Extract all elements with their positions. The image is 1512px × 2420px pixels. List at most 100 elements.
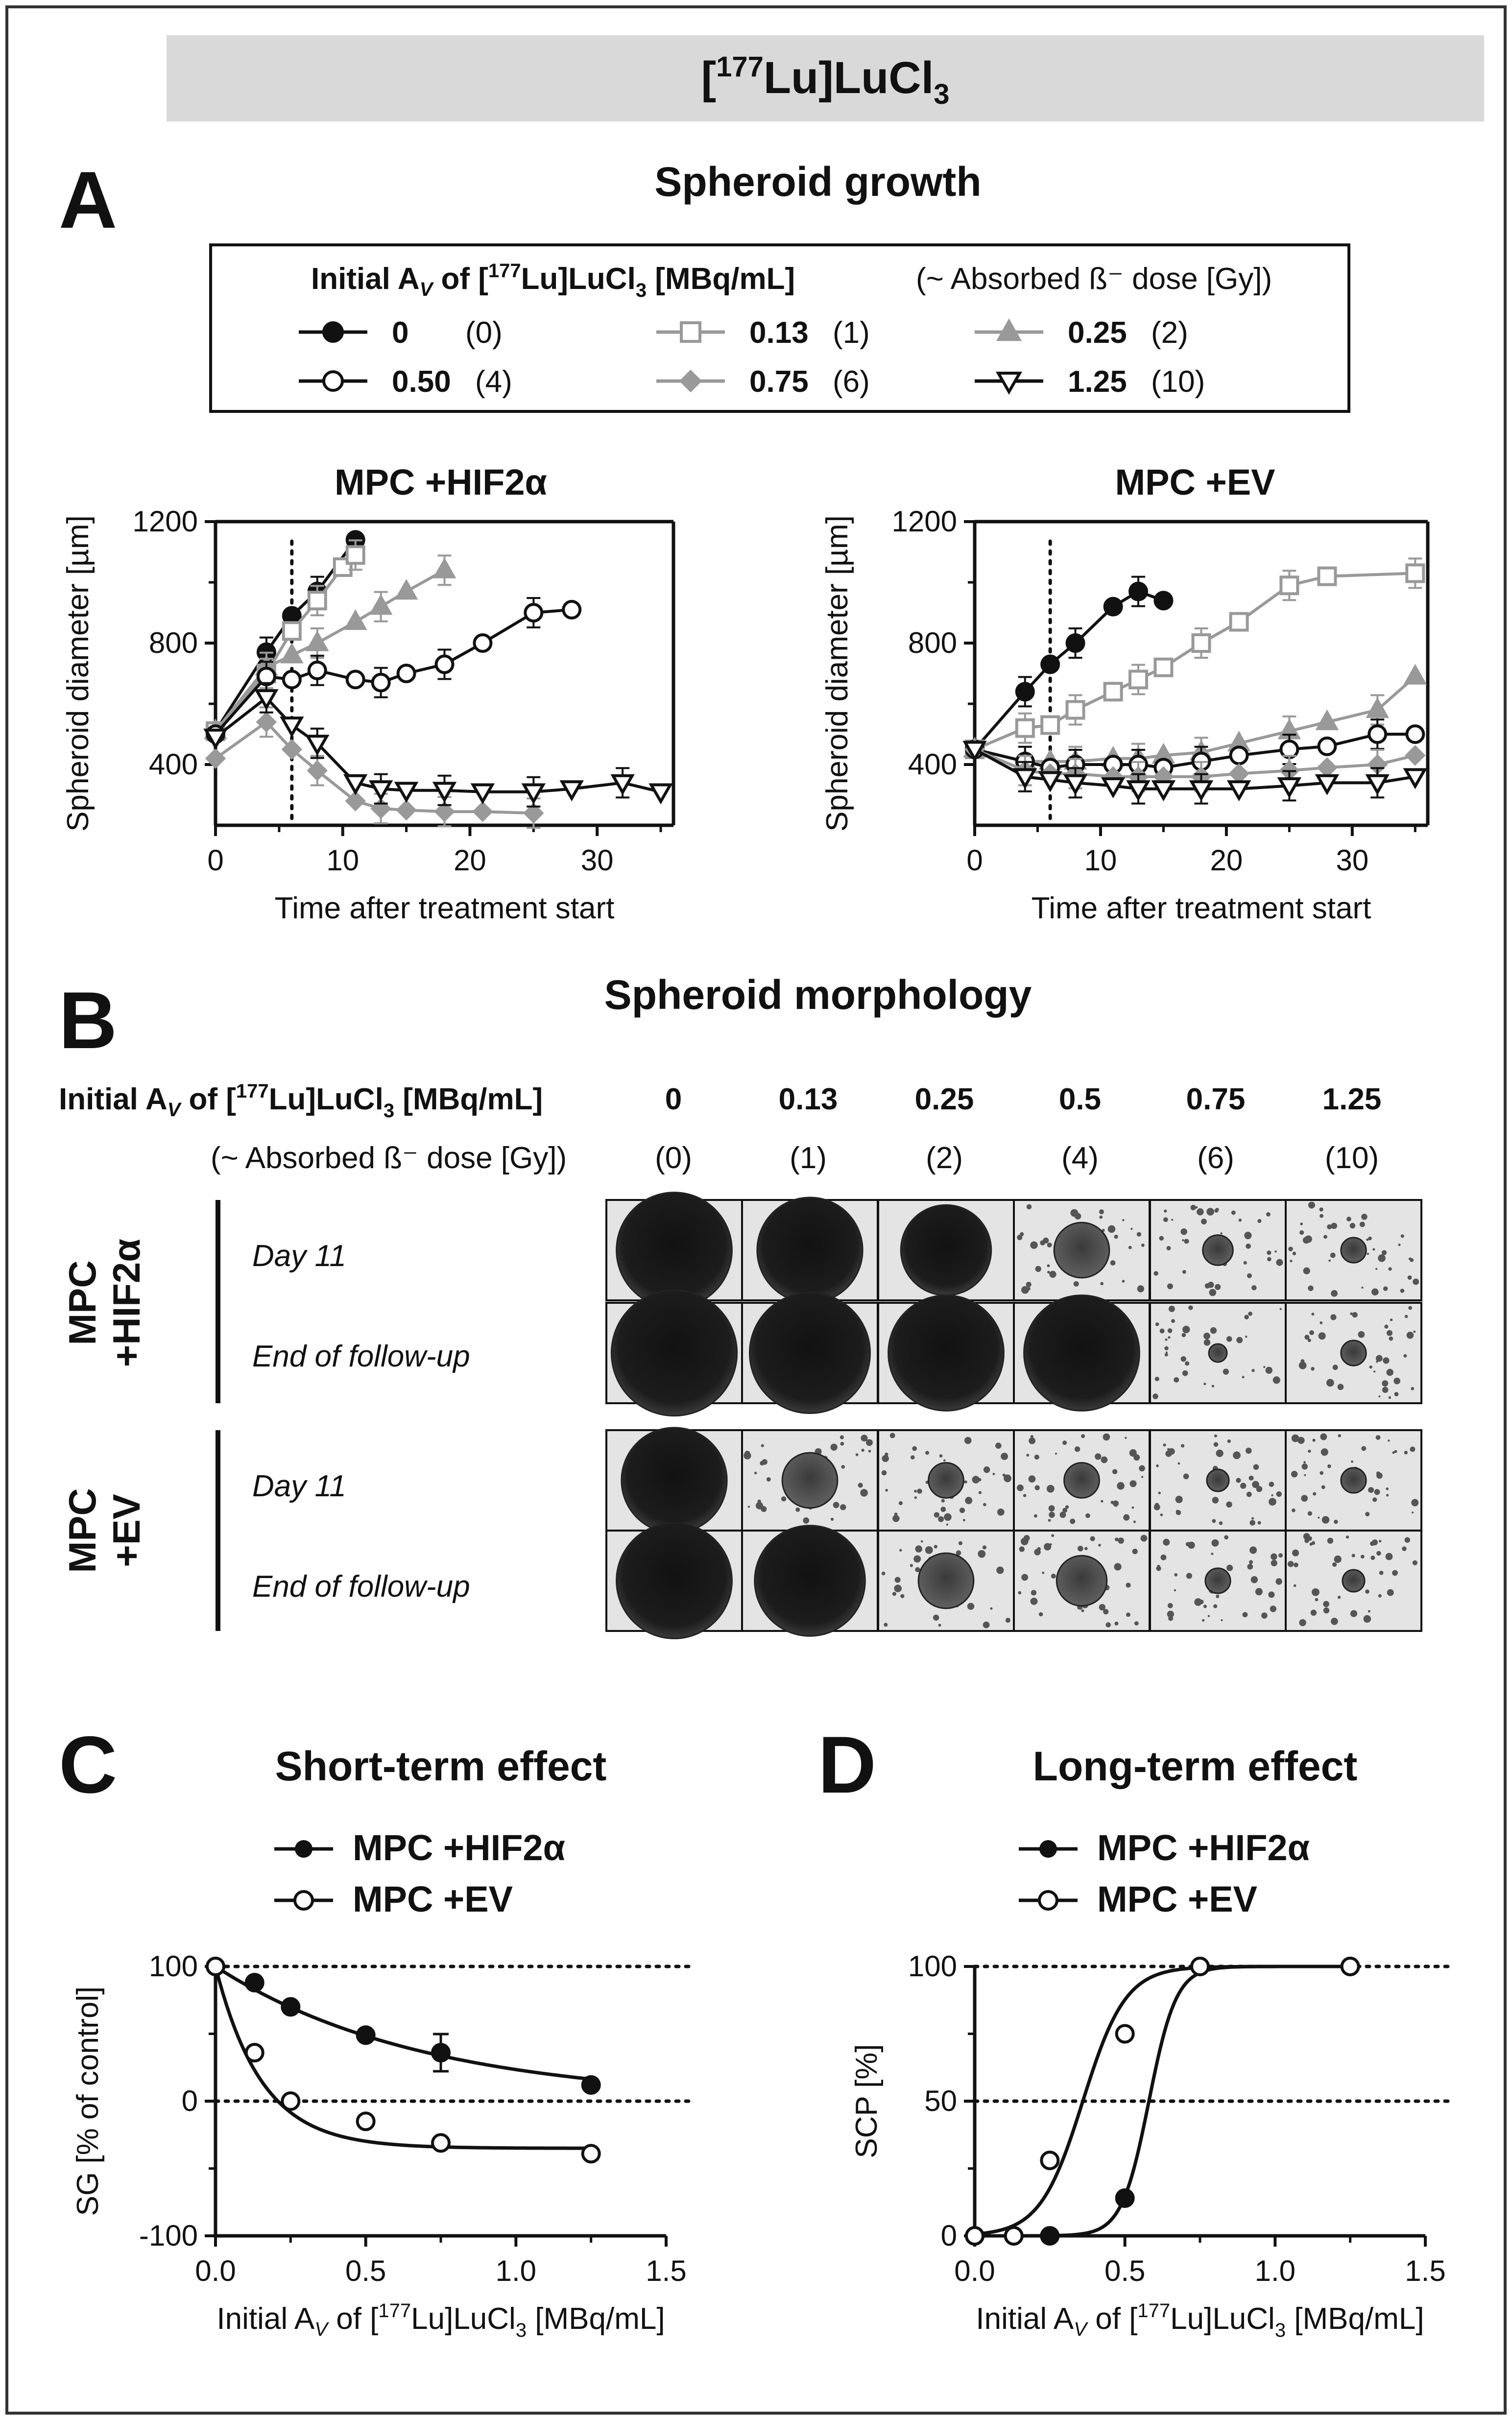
debris — [1378, 1254, 1386, 1262]
debris — [1156, 1464, 1159, 1467]
point-0-13-4 — [1103, 682, 1123, 702]
debris — [1307, 1339, 1311, 1342]
legend-title: Initial AV of [177Lu]LuCl3 [MBq/mL] — [311, 260, 795, 301]
debris — [1331, 1618, 1338, 1625]
debris — [1047, 1242, 1052, 1248]
activity-col-0: 0 — [665, 1082, 682, 1116]
debris — [1141, 1244, 1145, 1247]
point-0-13-1 — [1015, 718, 1035, 738]
debris — [1246, 1491, 1252, 1497]
debris — [1248, 1311, 1252, 1316]
x-tick-label: 30 — [1336, 844, 1368, 877]
point-1-25-8 — [470, 783, 495, 805]
debris — [1252, 1481, 1259, 1488]
point-mpc-ev-3 — [1115, 2024, 1135, 2044]
debris — [1350, 1610, 1358, 1617]
debris — [889, 1433, 895, 1438]
x-tick-label: 0 — [966, 844, 983, 877]
debris — [1224, 1535, 1228, 1540]
point-mpc-ev-0 — [965, 2226, 984, 2246]
debris — [1378, 1594, 1382, 1598]
debris — [1163, 1217, 1168, 1222]
micrograph-r2-c0 — [605, 1427, 743, 1534]
debris — [1085, 1513, 1090, 1518]
debris — [925, 1546, 933, 1554]
spheroid — [1056, 1555, 1108, 1607]
debris — [1197, 1208, 1204, 1216]
debris — [1352, 1312, 1358, 1318]
spheroid — [781, 1452, 839, 1509]
debris — [1406, 1331, 1414, 1339]
debris — [1019, 1546, 1025, 1552]
debris — [958, 1541, 963, 1545]
spheroid — [1053, 1222, 1110, 1279]
debris — [1202, 1619, 1205, 1622]
debris — [1379, 1539, 1382, 1543]
debris — [840, 1435, 844, 1439]
point-0-50-9 — [524, 603, 544, 623]
debris — [1034, 1485, 1040, 1490]
panel-d-legend: MPC +HIF2α MPC +EV — [1019, 1827, 1310, 1919]
legend-marker-hif — [295, 1840, 312, 1858]
debris — [1181, 1333, 1186, 1338]
point-0-13-3 — [307, 591, 327, 611]
debris — [1203, 1332, 1210, 1340]
debris — [755, 1502, 764, 1510]
debris — [1103, 1433, 1110, 1441]
legend-value-0-13: 0.13 — [749, 316, 809, 350]
debris — [1301, 1495, 1308, 1502]
debris — [1310, 1609, 1317, 1616]
row-label-hif-end: End of follow-up — [252, 1340, 470, 1373]
debris — [858, 1483, 863, 1488]
legend-marker-0-50 — [322, 370, 344, 392]
spheroid — [917, 1552, 975, 1609]
y-tick-label: 0 — [182, 2085, 198, 2117]
debris — [940, 1507, 946, 1512]
debris — [1026, 1282, 1032, 1288]
point-1-25-11 — [1365, 774, 1390, 795]
debris — [1320, 1214, 1324, 1218]
debris — [1309, 1330, 1314, 1335]
debris — [1278, 1263, 1281, 1266]
debris — [1062, 1508, 1068, 1513]
debris — [1034, 1549, 1041, 1556]
debris — [1155, 1322, 1159, 1326]
spheroid — [888, 1294, 1005, 1412]
debris — [1123, 1514, 1130, 1521]
debris — [1038, 1612, 1043, 1617]
point-0-50-8 — [473, 633, 493, 653]
debris — [1242, 1376, 1245, 1379]
debris — [1017, 1484, 1024, 1491]
spheroid — [610, 1289, 738, 1417]
debris — [766, 1477, 771, 1482]
debris — [1311, 1541, 1316, 1545]
debris — [1244, 1315, 1249, 1319]
point-mpc-hif2-4 — [431, 2043, 451, 2062]
point-0-50-3 — [307, 660, 327, 680]
debris — [1263, 1366, 1266, 1368]
debris — [1291, 1434, 1299, 1442]
point-0-50-10 — [562, 599, 582, 620]
y-tick-label: 0 — [941, 2219, 957, 2252]
debris — [754, 1471, 757, 1475]
debris — [1249, 1560, 1253, 1564]
debris — [1163, 1443, 1166, 1447]
debris — [1374, 1489, 1380, 1495]
debris — [1411, 1499, 1419, 1507]
x-tick-label: 1.0 — [1255, 2254, 1296, 2287]
debris — [1270, 1605, 1277, 1612]
debris — [1287, 1560, 1294, 1567]
debris — [964, 1480, 967, 1484]
debris — [1323, 1607, 1330, 1614]
debris — [1349, 1222, 1356, 1229]
debris — [1165, 1351, 1168, 1354]
debris — [1180, 1444, 1185, 1448]
debris — [1299, 1619, 1306, 1627]
debris — [915, 1567, 920, 1573]
point-1-25-7 — [1189, 780, 1214, 802]
debris — [978, 1491, 982, 1494]
debris — [1386, 1330, 1392, 1336]
debris — [1201, 1219, 1207, 1224]
debris — [1159, 1328, 1165, 1334]
panel-d-title: Long-term effect — [1033, 1743, 1358, 1789]
